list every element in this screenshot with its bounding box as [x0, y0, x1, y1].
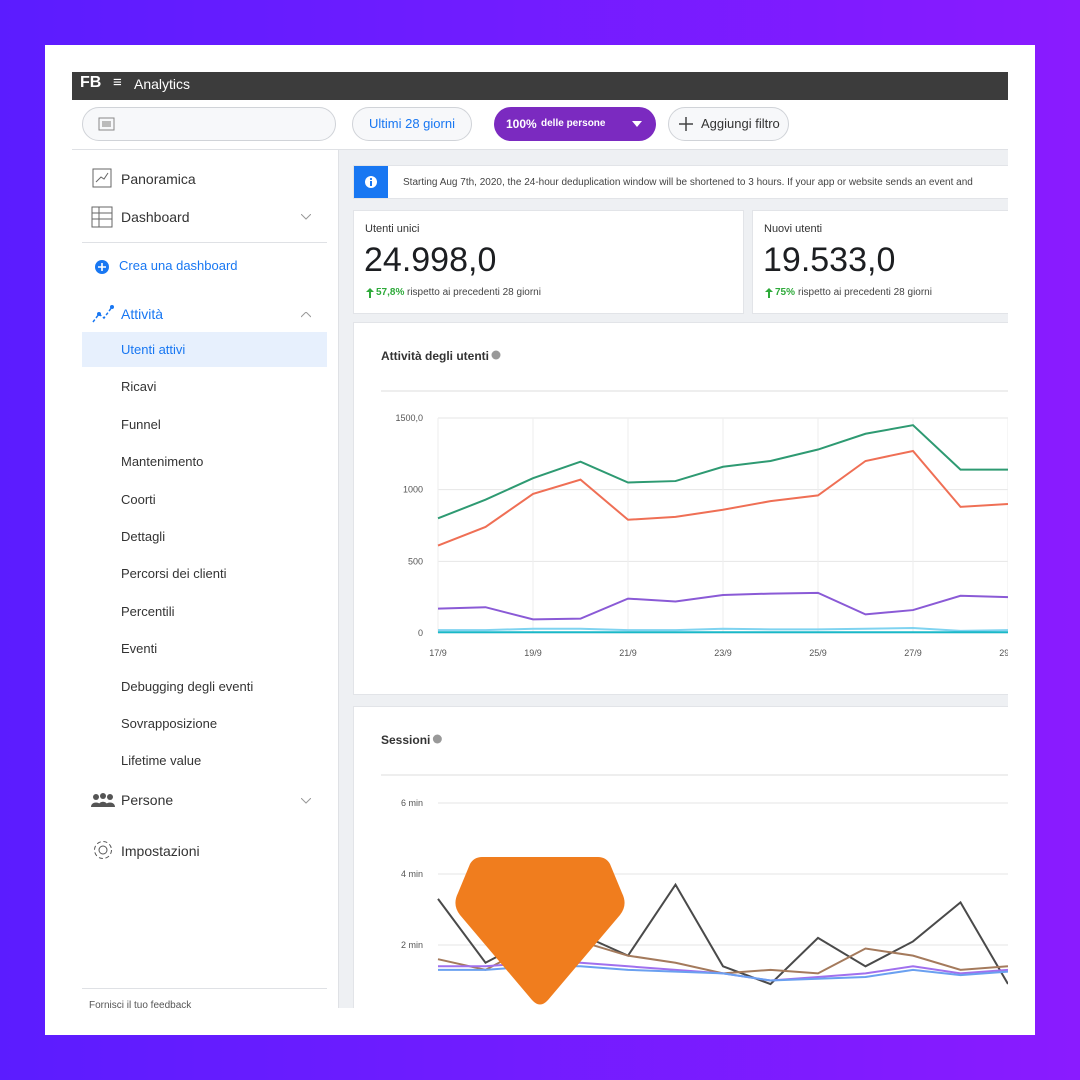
x-tick-label: 23/9 [714, 648, 732, 658]
x-tick-label: 29/9 [999, 648, 1008, 658]
top-bar: FB ≡ Analytics [72, 72, 1008, 100]
logo: FB [80, 74, 102, 91]
arrow-shape [765, 288, 773, 298]
dropdown-arrow [632, 121, 642, 127]
feedback-link[interactable]: Fornisci il tuo feedback [89, 1000, 192, 1008]
x-tick-label: 19/9 [524, 648, 542, 658]
search-icon [98, 117, 115, 131]
nav-subitem[interactable]: Mantenimento [121, 454, 204, 470]
nav-subitem[interactable]: Ricavi [121, 379, 157, 395]
arrow-shape [366, 288, 374, 298]
series-line [438, 626, 1008, 632]
chart-card: Attività degli utenti 0 500 1000 1500,0 17/9 1… [353, 322, 1008, 695]
dashboard-icon [91, 206, 113, 228]
metric-value: 19.533,0 [763, 241, 896, 279]
chevron [301, 798, 311, 804]
date-range-button[interactable]: Ultimi 28 giorni [352, 107, 472, 141]
x-tick-label: 27/9 [904, 648, 922, 658]
chevron [301, 312, 311, 318]
info-badge [354, 166, 388, 198]
add-icon [95, 260, 109, 274]
nav-people[interactable]: Persone [121, 792, 174, 808]
add-filter-label: Aggiungi filtro [701, 116, 780, 131]
chart-title: Sessioni [381, 733, 430, 747]
audience-label: delle persone [541, 118, 606, 129]
y-tick-label: 1000 [403, 485, 423, 495]
overview-icon [92, 168, 112, 188]
metric-label: Utenti unici [365, 223, 420, 235]
info-icon [365, 176, 377, 188]
y-tick-label: 2 min [401, 940, 423, 950]
screenshot: FB ≡ Analytics Ultimi 28 giorni 100% del… [72, 72, 1008, 1008]
chart: Sessioni 2 min 4 min 6 min [381, 733, 1008, 986]
audience-percent: 100% [506, 117, 537, 131]
icon-circle [432, 734, 442, 744]
banner-text: Starting Aug 7th, 2020, the 24-hour dedu… [403, 177, 973, 188]
add-filter-button[interactable]: Aggiungi filtro [668, 107, 789, 141]
nav-settings[interactable]: Impostazioni [121, 843, 200, 859]
activity-icon [92, 305, 114, 323]
nav-subitem[interactable]: Funnel [121, 416, 161, 432]
series-line [437, 591, 1008, 621]
metric-card: Nuovi utenti 19.533,0 75% rispetto ai prece… [752, 210, 1008, 314]
y-tick-label: 0 [418, 628, 423, 638]
nav-subitem[interactable]: Percorsi dei clienti [121, 566, 227, 582]
x-tick-label: 21/9 [619, 648, 637, 658]
divider [82, 988, 327, 989]
chevron [301, 214, 311, 220]
menu-icon[interactable]: ≡ [113, 74, 122, 91]
selected-row [82, 332, 327, 367]
nav-activity[interactable]: Attività [121, 306, 164, 322]
metric-change-text: rispetto ai precedenti 28 giorni [798, 287, 932, 298]
metric-label: Nuovi utenti [764, 223, 823, 235]
y-tick-label: 6 min [401, 798, 423, 808]
metric-change: 57,8% [376, 287, 405, 298]
nav-subitem[interactable]: Lifetime value [121, 753, 202, 769]
series-line [437, 424, 1008, 520]
y-tick-label: 1500,0 [395, 413, 423, 423]
nav-subitem[interactable]: Utenti attivi [121, 342, 186, 357]
settings-icon [94, 841, 112, 859]
main-area: Starting Aug 7th, 2020, the 24-hour dedu… [338, 150, 1008, 1008]
nav-subitem[interactable]: Debugging degli eventi [121, 678, 254, 694]
up-arrow [366, 288, 374, 298]
nav-subitem[interactable]: Sovrapposizione [121, 716, 218, 731]
metric-change-text: rispetto ai precedenti 28 giorni [407, 287, 541, 298]
create-dashboard-link[interactable]: Crea una dashboard [119, 258, 238, 273]
nav-dashboard[interactable]: Dashboard [121, 209, 190, 225]
info-icon [491, 350, 501, 360]
audience-button[interactable]: 100% delle persone [494, 107, 656, 141]
plus-icon [679, 117, 693, 131]
nav-overview[interactable]: Panoramica [121, 171, 196, 187]
info-banner: Starting Aug 7th, 2020, the 24-hour dedu… [353, 165, 1008, 199]
metric-change: 75% [775, 287, 796, 298]
search-box[interactable] [82, 107, 336, 141]
y-tick-label: 4 min [401, 869, 423, 879]
nav-subitem[interactable]: Coorti [121, 491, 156, 507]
metric-card: Utenti unici 24.998,0 57,8% rispetto ai pre… [353, 210, 744, 314]
x-tick-label: 17/9 [429, 648, 447, 658]
chart-title: Attività degli utenti [381, 349, 489, 363]
y-tick-label: 500 [408, 556, 423, 566]
people-icon [91, 793, 115, 807]
chart-card: Sessioni 2 min 4 min 6 min [353, 706, 1008, 1008]
x-tick-label: 25/9 [809, 648, 827, 658]
nav-subitem[interactable]: Percentili [121, 603, 175, 619]
nav-subitem[interactable]: Eventi [121, 641, 158, 657]
chart: Attività degli utenti 0 500 1000 1500,0 17/9 1… [381, 349, 1008, 658]
icon-circle [491, 350, 501, 360]
app-title: Analytics [134, 76, 191, 92]
up-arrow [765, 288, 773, 298]
series-line [437, 449, 1008, 547]
metric-value: 24.998,0 [364, 241, 497, 279]
info-icon [432, 734, 442, 744]
divider [82, 242, 327, 243]
series-line [437, 882, 1008, 986]
divider [72, 149, 1008, 150]
nav-subitem[interactable]: Dettagli [121, 529, 166, 544]
